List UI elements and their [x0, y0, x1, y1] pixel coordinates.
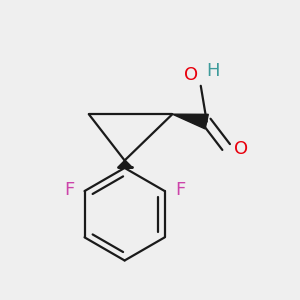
Text: F: F [64, 181, 74, 199]
Text: O: O [184, 66, 198, 84]
Polygon shape [172, 114, 208, 129]
Text: F: F [175, 181, 185, 199]
Text: O: O [234, 140, 248, 158]
Text: H: H [207, 62, 220, 80]
